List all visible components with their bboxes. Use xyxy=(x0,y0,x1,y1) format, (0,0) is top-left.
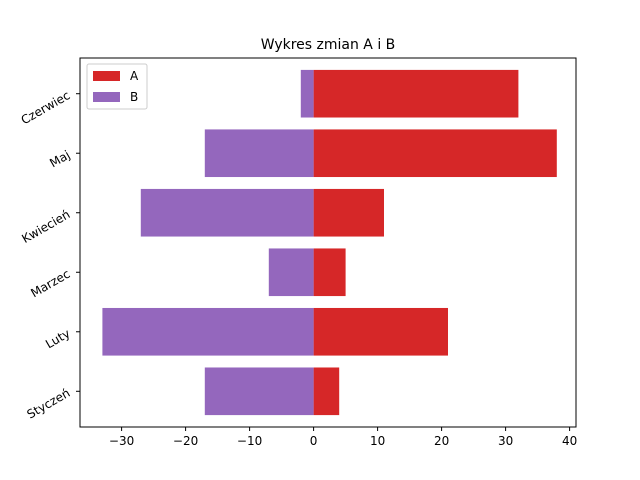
chart-title: Wykres zmian A i B xyxy=(261,37,396,53)
legend-label-a: A xyxy=(130,69,139,83)
legend-swatch-b xyxy=(93,92,120,102)
x-tick-label: −20 xyxy=(173,434,198,448)
bars-group xyxy=(102,69,557,416)
y-tick-label: Styczeń xyxy=(25,386,73,422)
bar-b-3 xyxy=(140,188,314,237)
bar-a-3 xyxy=(313,188,384,237)
x-tick-label: 10 xyxy=(370,434,385,448)
bar-b-5 xyxy=(300,69,314,118)
y-tick-label: Czerwiec xyxy=(19,88,73,127)
bar-b-0 xyxy=(204,367,314,416)
bar-a-2 xyxy=(313,248,346,297)
bar-b-1 xyxy=(102,307,314,356)
x-axis: −30 −20 −10 0 10 20 30 40 xyxy=(109,427,577,448)
legend: AB xyxy=(86,63,148,110)
bar-a-1 xyxy=(313,307,448,356)
legend-swatch-a xyxy=(93,71,120,81)
bar-a-0 xyxy=(313,367,340,416)
bar-a-4 xyxy=(313,129,557,178)
x-tick-label: 30 xyxy=(498,434,513,448)
legend-label-b: B xyxy=(130,90,138,104)
bar-a-5 xyxy=(313,69,519,118)
x-tick-label: −10 xyxy=(237,434,262,448)
plot-frame xyxy=(79,57,577,428)
y-axis: Styczeń Luty Marzec Kwiecień Maj Czerwiec xyxy=(19,88,80,422)
x-tick-label: 0 xyxy=(310,434,318,448)
y-tick-label: Maj xyxy=(47,148,72,171)
bar-b-4 xyxy=(204,129,314,178)
bar-b-2 xyxy=(268,248,314,297)
x-tick-label: 40 xyxy=(562,434,577,448)
y-tick-label: Luty xyxy=(43,326,72,351)
y-tick-label: Marzec xyxy=(28,267,72,301)
x-tick-label: −30 xyxy=(109,434,134,448)
x-tick-label: 20 xyxy=(434,434,449,448)
y-tick-label: Kwiecień xyxy=(19,207,72,246)
